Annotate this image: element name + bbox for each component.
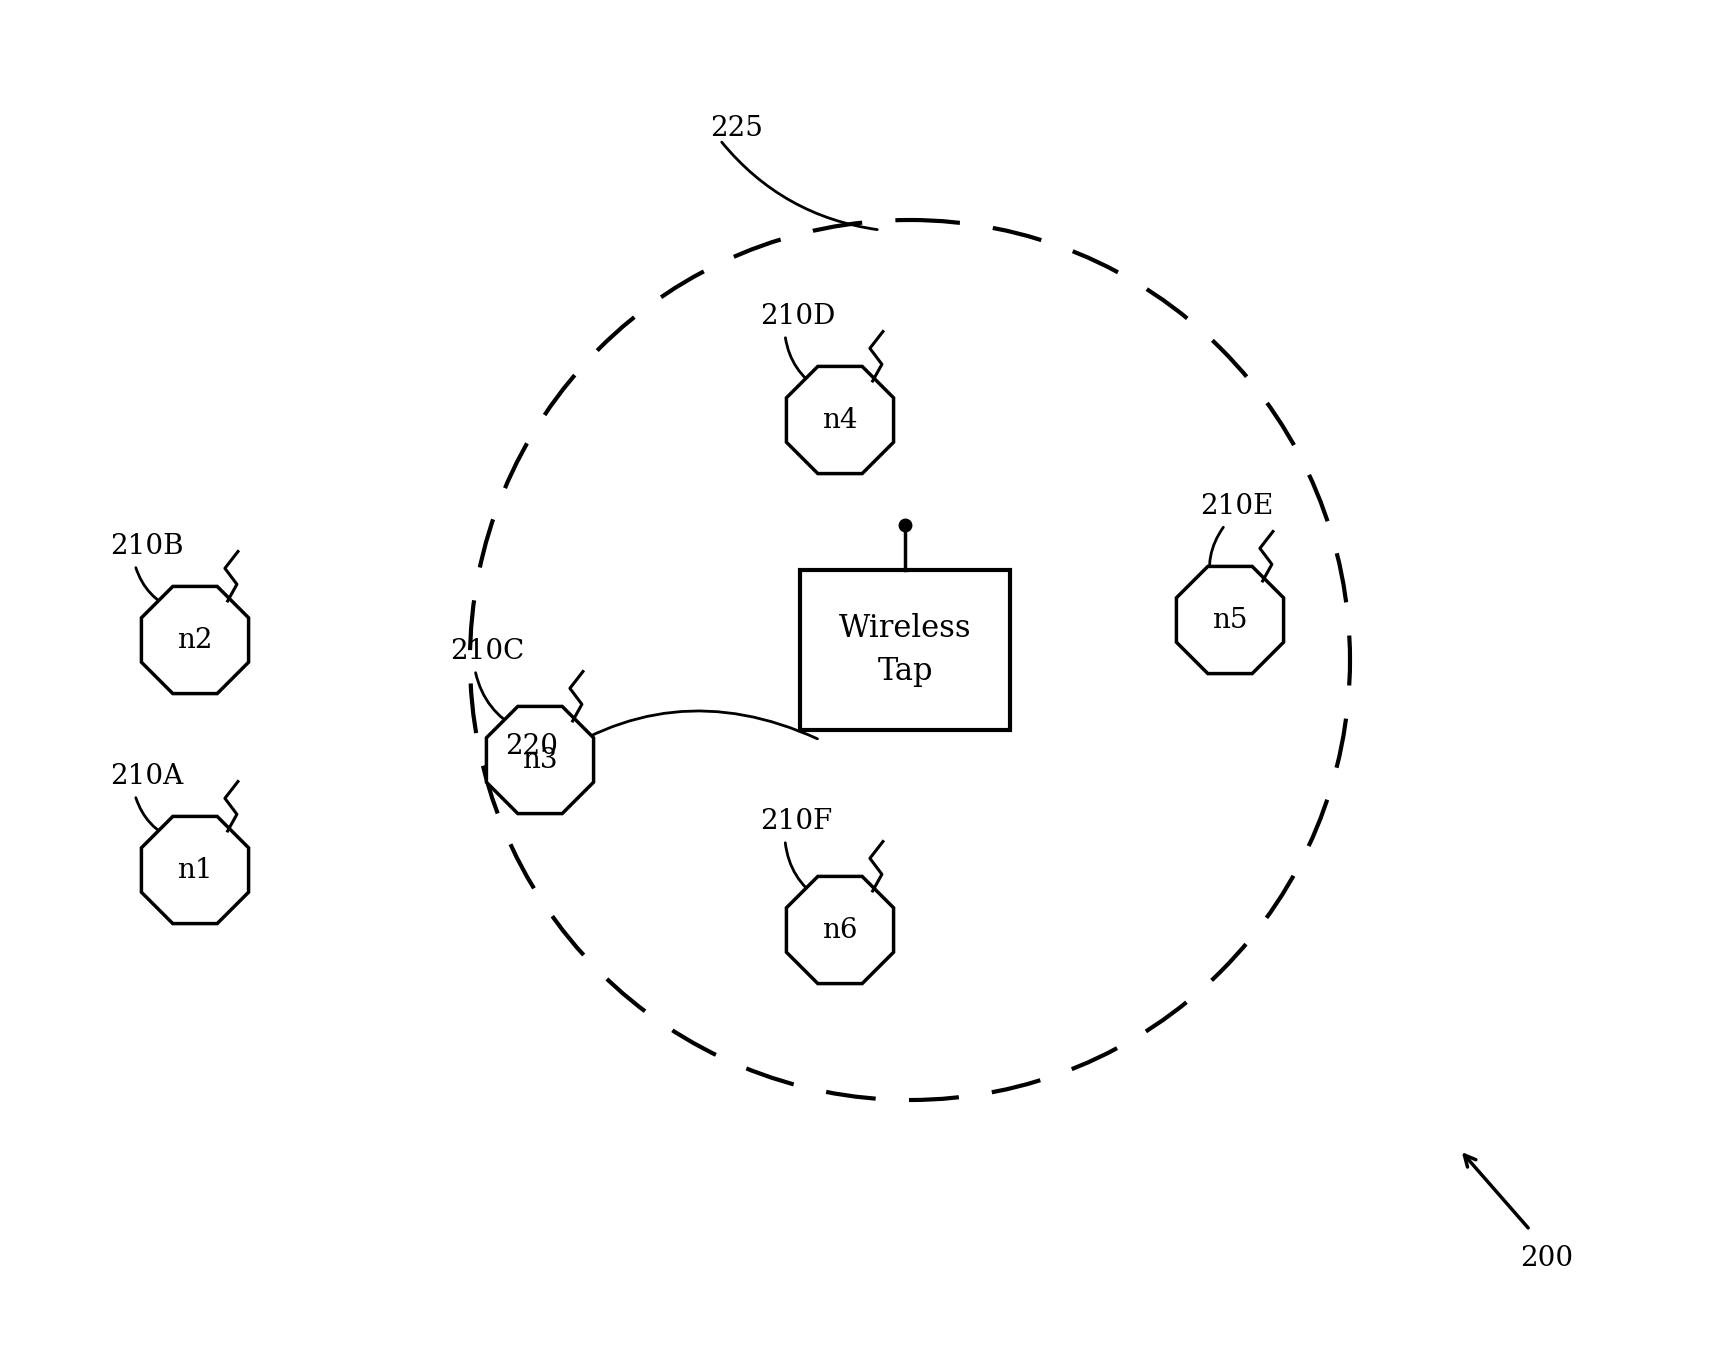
- Polygon shape: [1176, 566, 1283, 673]
- Text: 210A: 210A: [110, 763, 184, 790]
- Polygon shape: [786, 366, 894, 474]
- Text: 210F: 210F: [760, 807, 832, 835]
- Text: 210D: 210D: [760, 303, 836, 330]
- Text: 200: 200: [1520, 1244, 1574, 1272]
- Text: 210E: 210E: [1201, 493, 1273, 520]
- Text: n1: n1: [177, 856, 213, 883]
- Text: 225: 225: [710, 115, 764, 142]
- Text: 210B: 210B: [110, 533, 184, 560]
- Polygon shape: [141, 586, 249, 693]
- FancyBboxPatch shape: [800, 570, 1010, 730]
- Text: 220: 220: [506, 733, 557, 760]
- Text: n6: n6: [822, 916, 858, 943]
- Polygon shape: [141, 817, 249, 924]
- Text: n5: n5: [1213, 607, 1247, 634]
- Text: n2: n2: [177, 627, 213, 654]
- Polygon shape: [487, 707, 593, 814]
- Text: 210C: 210C: [451, 638, 525, 665]
- Polygon shape: [786, 877, 894, 984]
- Text: Wireless
Tap: Wireless Tap: [839, 613, 972, 687]
- Text: n3: n3: [523, 746, 557, 773]
- Text: n4: n4: [822, 407, 858, 433]
